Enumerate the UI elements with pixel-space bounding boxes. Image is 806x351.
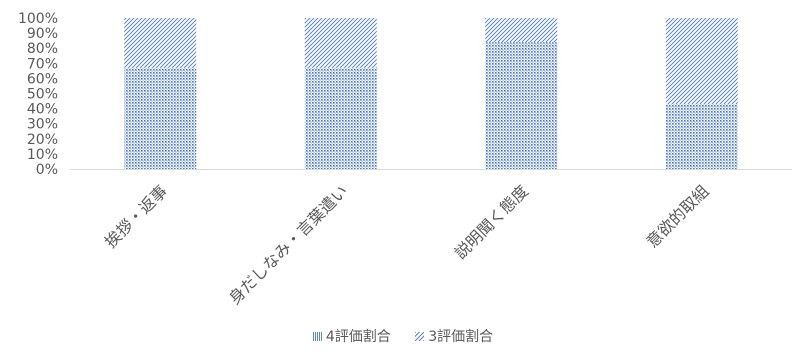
legend-swatch-dotted-icon	[312, 331, 322, 341]
y-tick-label: 30%	[27, 117, 58, 133]
x-tick-label: 身だしなみ・言葉遣い	[225, 181, 352, 308]
legend-swatch-hatch-icon	[415, 331, 425, 341]
x-tick-label: 意欲的取組	[643, 181, 713, 251]
legend-item-series-2: 3評価割合	[415, 326, 493, 346]
bar-segment-series-1	[665, 104, 738, 169]
y-tick-label: 90%	[27, 26, 58, 42]
y-tick-label: 50%	[27, 87, 58, 103]
bars	[124, 18, 738, 169]
x-axis-labels: 挨拶・返事 身だしなみ・言葉遣い 説明聞く態度 意欲的取組	[101, 181, 713, 308]
y-tick-label: 70%	[27, 56, 58, 72]
legend-label-series-2: 3評価割合	[428, 329, 494, 345]
bar-segment-series-2	[665, 18, 738, 105]
x-tick-label: 説明聞く態度	[451, 181, 532, 262]
y-tick-label: 60%	[27, 71, 58, 87]
bar-segment-series-1	[304, 67, 377, 169]
bar-segment-series-1	[124, 67, 197, 169]
y-tick-label: 40%	[27, 102, 58, 118]
bar-segment-series-1	[485, 42, 558, 169]
bar-segment-series-2	[304, 18, 377, 68]
legend: 4評価割合 3評価割合	[0, 326, 806, 346]
y-tick-label: 10%	[27, 147, 58, 163]
bar-segment-series-2	[485, 18, 558, 43]
y-tick-label: 0%	[36, 162, 58, 178]
y-axis: 0%10%20%30%40%50%60%70%80%90%100%	[18, 11, 58, 178]
y-tick-label: 80%	[27, 41, 58, 57]
y-tick-label: 20%	[27, 132, 58, 148]
x-tick-label: 挨拶・返事	[101, 181, 171, 251]
legend-item-series-1: 4評価割合	[312, 326, 391, 346]
y-tick-label: 100%	[18, 11, 58, 27]
bar-segment-series-2	[124, 18, 197, 68]
legend-label-series-1: 4評価割合	[325, 329, 391, 345]
